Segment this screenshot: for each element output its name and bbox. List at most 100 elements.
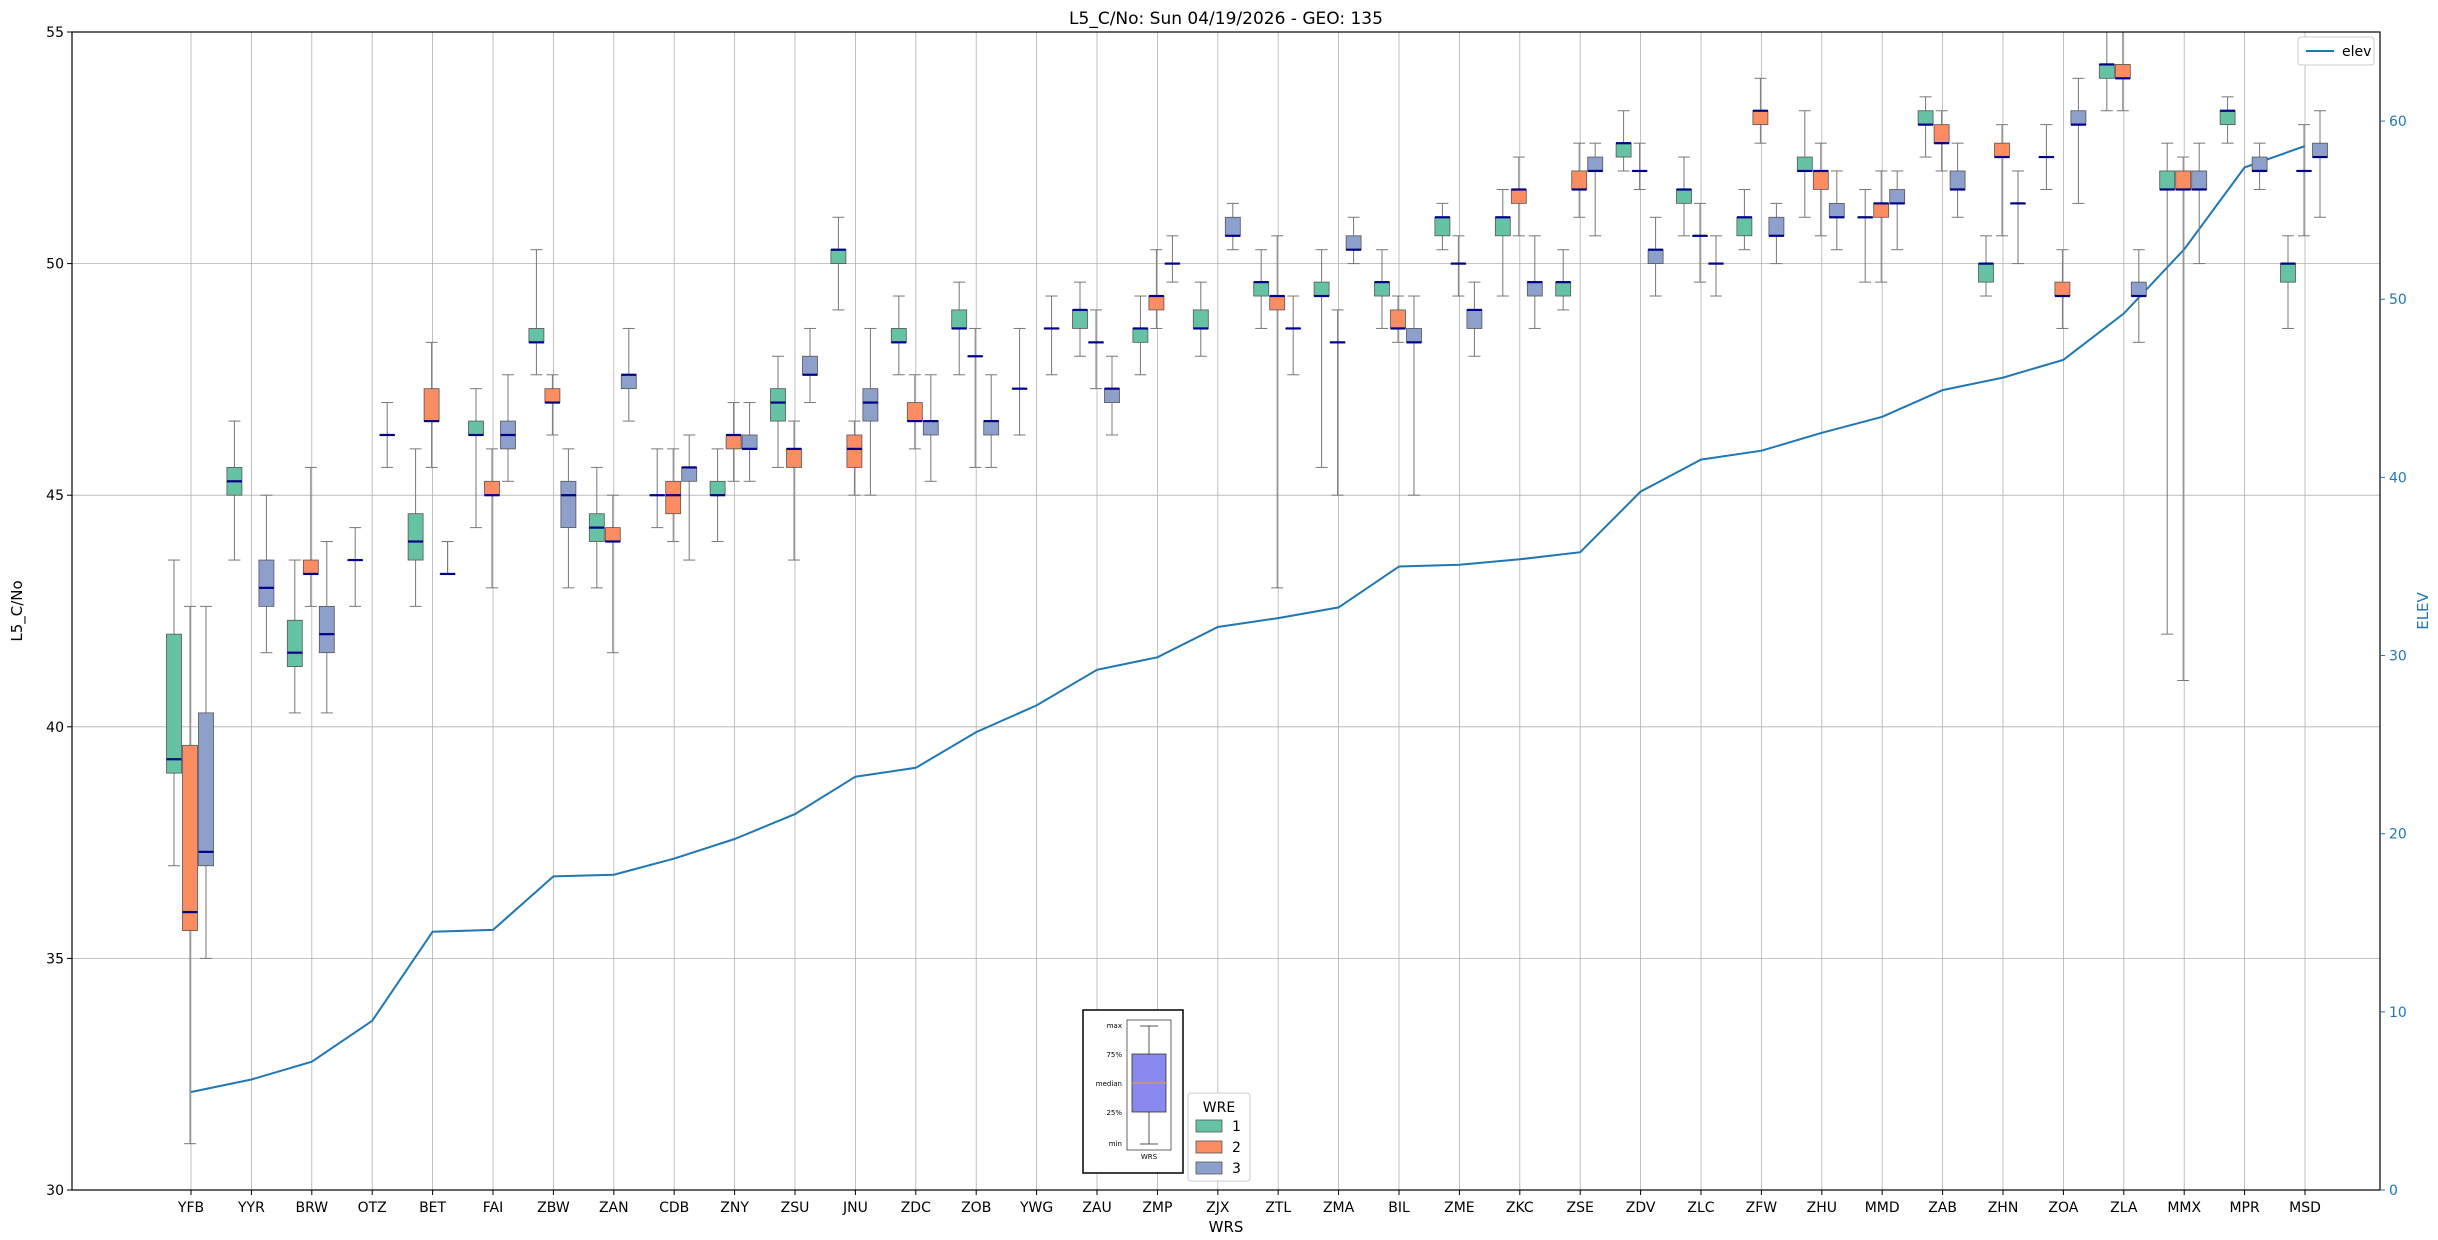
- x-tick-label-ztl: ZTL: [1265, 1200, 1291, 1216]
- box-wre3-zhn: [2010, 170, 2026, 265]
- box-wre1-zbw-iqr: [528, 328, 545, 343]
- box-wre2-zkc: [1510, 156, 1527, 237]
- box-wre3-yyr-iqr: [258, 559, 275, 607]
- x-tick-label-jnu: JNU: [842, 1200, 868, 1216]
- elev-legend-frame: [2297, 36, 2375, 66]
- box-wre3-zbw-iqr: [560, 480, 577, 529]
- box-wre1-yfb-iqr: [166, 633, 182, 774]
- wre-legend-swatch-1: [1195, 1119, 1223, 1133]
- box-wre1-zdc: [890, 295, 907, 376]
- box-wre2-zmp-iqr: [1148, 295, 1165, 311]
- box-wre1-bil-iqr: [1374, 281, 1390, 297]
- box-wre2-zbw: [544, 374, 561, 436]
- box-wre3-zau: [1104, 355, 1120, 436]
- x-tick-label-mpr: MPR: [2229, 1200, 2260, 1216]
- box-wre3-yyr: [258, 494, 275, 654]
- box-wre2-zmp: [1148, 249, 1165, 329]
- box-wre1-zdv: [1615, 110, 1632, 172]
- box-wre1-yfb: [166, 559, 182, 867]
- box-wre2-jnu-iqr: [846, 434, 863, 468]
- box-wre1-zfw: [1736, 188, 1753, 251]
- box-wre2-zse-iqr: [1571, 170, 1588, 190]
- box-wre2-zny-iqr: [725, 434, 742, 450]
- box-wre1-zkc: [1494, 188, 1511, 297]
- box-wre2-brw: [302, 466, 319, 607]
- box-wre3-zsu-iqr: [802, 355, 818, 376]
- x-tick-label-zob: ZOB: [961, 1200, 991, 1216]
- box-wre1-zab-iqr: [1917, 110, 1934, 126]
- box-wre3-zmp: [1164, 235, 1181, 283]
- box-wre1-zme: [1434, 202, 1451, 251]
- box-wre3-zfw-iqr: [1768, 216, 1785, 237]
- box-wre1-jnu: [830, 216, 847, 311]
- box-wre1-ztl-iqr: [1253, 281, 1270, 297]
- box-wre3-bil-iqr: [1406, 328, 1422, 343]
- box-wre3-zkc: [1526, 235, 1543, 329]
- box-wre3-zob: [983, 374, 1000, 468]
- box-wre3-bet: [439, 541, 456, 576]
- x-tick-label-zbw: ZBW: [537, 1200, 570, 1216]
- box-wre2-zbw-iqr: [544, 388, 561, 403]
- box-wre3-brw-iqr: [318, 605, 335, 654]
- box-wre2-zdc: [906, 374, 923, 450]
- x-tick-label-zdc: ZDC: [901, 1200, 931, 1216]
- box-wre2-zsu: [786, 420, 802, 561]
- box-wre1-zla: [2098, 31, 2115, 112]
- box-wre1-zdc-iqr: [890, 328, 907, 343]
- box-wre3-zab: [1949, 142, 1966, 218]
- box-wre3-brw: [318, 541, 335, 714]
- box-wre1-bet-iqr: [407, 513, 424, 561]
- box-wre2-mmd: [1873, 170, 1890, 283]
- box-wre3-zkc-iqr: [1526, 281, 1543, 297]
- box-wre1-zau-iqr: [1072, 309, 1088, 329]
- box-wre2-fai-iqr: [484, 480, 500, 496]
- box-wre1-mpr: [2219, 96, 2236, 144]
- box-wre1-zse: [1555, 249, 1572, 311]
- x-tick-label-zse: ZSE: [1567, 1200, 1594, 1216]
- box-wre2-zfw-iqr: [1752, 110, 1769, 126]
- box-wre1-mpr-iqr: [2219, 110, 2236, 126]
- box-wre2-msd: [2296, 124, 2312, 237]
- box-wre3-zhu: [1828, 170, 1845, 251]
- elev-legend-label: elev: [2342, 44, 2371, 60]
- elev-legend: elev: [2297, 36, 2375, 66]
- box-wre1-msd: [2280, 235, 2296, 329]
- box-wre3-zau-iqr: [1104, 388, 1120, 403]
- box-wre1-zhu: [1796, 110, 1813, 218]
- box-wre2-zhn: [1994, 124, 2010, 237]
- box-wre2-yfb-iqr: [182, 744, 198, 932]
- plot-frame: [71, 31, 2381, 1191]
- box-wre2-mmx: [2175, 156, 2192, 681]
- box-wre3-bil: [1406, 295, 1422, 496]
- box-wre2-zdv: [1631, 142, 1648, 190]
- y-tick-label-35: 35: [46, 951, 64, 967]
- x-tick-label-cdb: CDB: [659, 1200, 689, 1216]
- box-wre3-zlc: [1708, 235, 1724, 297]
- box-wre2-zhu-iqr: [1812, 170, 1829, 190]
- x-axis-label: WRS: [1209, 1218, 1244, 1236]
- box-wre1-zny: [709, 448, 726, 543]
- box-wre3-mpr: [2251, 142, 2268, 190]
- box-wre3-zla-iqr: [2130, 281, 2147, 297]
- elev-series: [190, 145, 2306, 1093]
- box-wre3-ztl: [1285, 295, 1302, 376]
- x-tick-label-msd: MSD: [2289, 1200, 2321, 1216]
- box-wre2-ztl: [1269, 235, 1286, 589]
- box-wre3-zse: [1587, 142, 1604, 237]
- box-wre1-zkc-iqr: [1494, 216, 1511, 237]
- legend-key-median-label: median: [1096, 1080, 1122, 1088]
- x-tick-label-zmp: ZMP: [1142, 1200, 1172, 1216]
- box-wre1-zhu-iqr: [1796, 156, 1813, 172]
- box-wre1-yyr: [226, 420, 243, 561]
- box-wre1-zbw: [528, 249, 545, 376]
- box-wre3-zsu: [802, 327, 818, 404]
- box-wre2-zan-iqr: [604, 527, 621, 542]
- x-tick-label-zme: ZME: [1444, 1200, 1475, 1216]
- box-wre1-zsu-iqr: [770, 388, 786, 422]
- box-wre2-zhn-iqr: [1994, 142, 2010, 158]
- x-tick-label-zsu: ZSU: [781, 1200, 810, 1216]
- x-tick-label-zlc: ZLC: [1687, 1200, 1714, 1216]
- box-series: [166, 31, 2328, 1145]
- box-wre1-ywg: [1011, 327, 1028, 436]
- box-wre3-mmx-iqr: [2191, 170, 2208, 190]
